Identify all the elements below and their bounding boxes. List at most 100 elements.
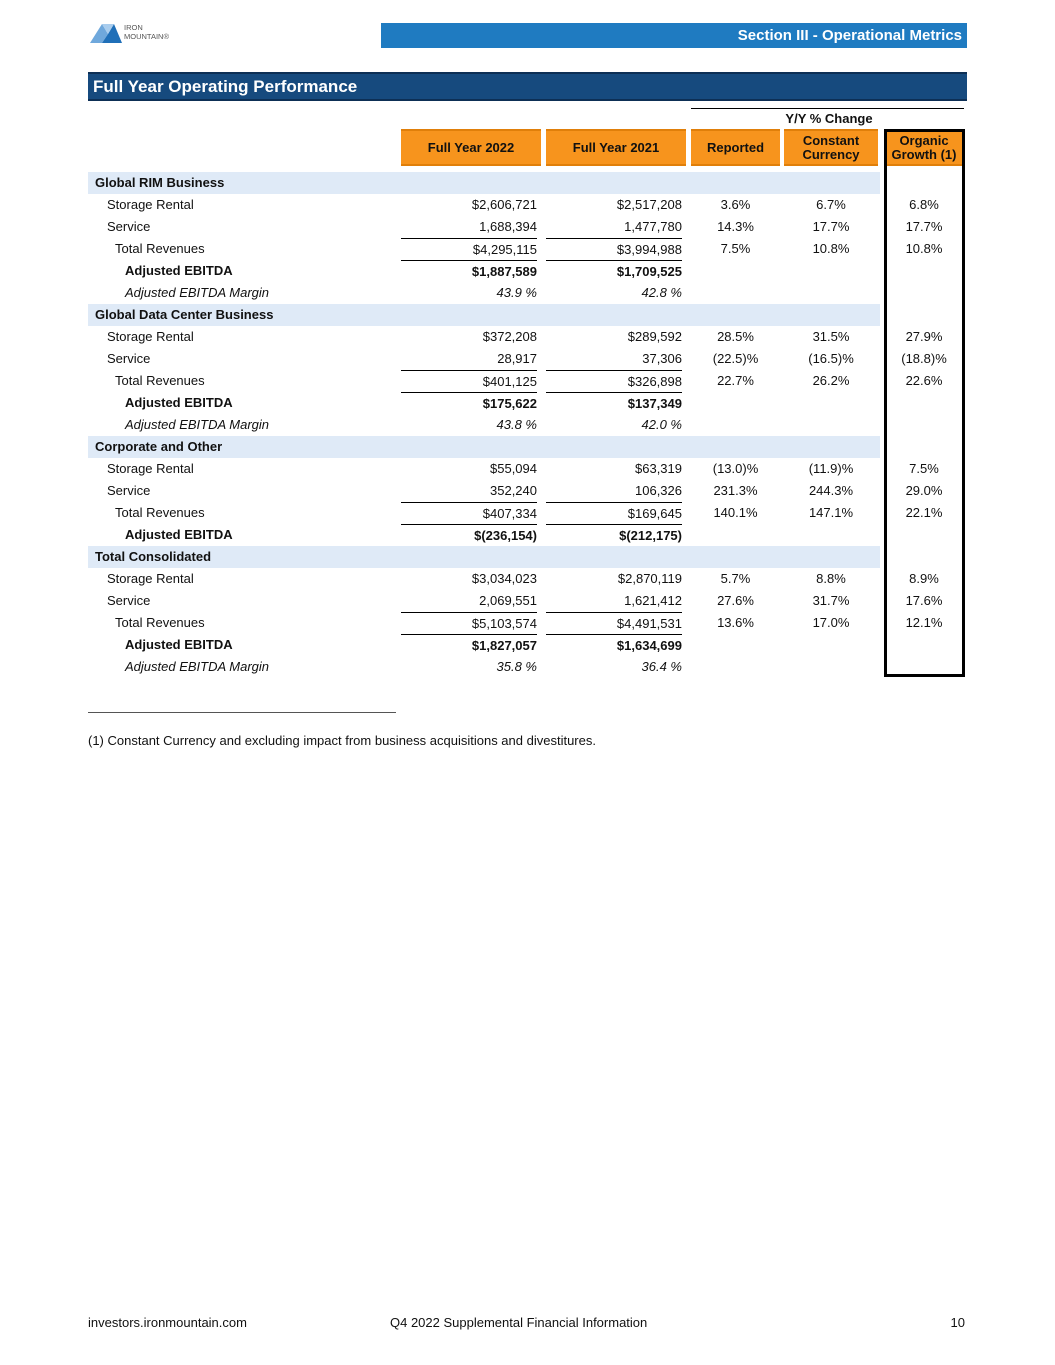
row-label: Storage Rental — [107, 197, 194, 212]
value-cell: 352,240 — [490, 483, 537, 498]
logo-bottom: MOUNTAIN® — [124, 32, 169, 41]
row-label: Adjusted EBITDA — [125, 395, 233, 410]
footnote-rule — [88, 712, 396, 713]
value-cell: $(236,154) — [401, 524, 537, 546]
value-cell: 37,306 — [642, 351, 682, 366]
value-cell: (18.8)% — [901, 351, 947, 366]
value-cell: 7.5% — [909, 461, 939, 476]
row-label: Adjusted EBITDA — [125, 637, 233, 652]
value-cell: 22.6% — [905, 373, 943, 388]
value-cell: $(212,175) — [546, 524, 682, 546]
section-label: Global Data Center Business — [95, 307, 274, 322]
value-cell: 8.8% — [816, 571, 846, 586]
row-label: Storage Rental — [107, 571, 194, 586]
row-label: Total Revenues — [115, 241, 205, 256]
group-header: Y/Y % Change — [785, 111, 873, 126]
value-cell: 6.7% — [816, 197, 846, 212]
organic-highlight — [884, 129, 965, 677]
value-cell: 8.9% — [909, 571, 939, 586]
section-label: Corporate and Other — [95, 439, 223, 454]
value-cell: 29.0% — [905, 483, 943, 498]
value-cell: $1,827,057 — [401, 634, 537, 656]
value-cell: 22.7% — [717, 373, 754, 388]
section-banner: Section III - Operational Metrics — [381, 23, 967, 48]
section-label: Global RIM Business — [95, 175, 225, 190]
value-cell: (11.9)% — [808, 461, 854, 476]
row-label: Storage Rental — [107, 461, 194, 476]
value-cell: $3,994,988 — [546, 238, 682, 260]
section-label: Total Consolidated — [95, 549, 212, 564]
column-header: Constant Currency — [784, 129, 878, 166]
value-cell: $2,517,208 — [616, 197, 682, 212]
row-label: Service — [107, 351, 151, 366]
value-cell: 13.6% — [717, 615, 754, 630]
value-cell: 231.3% — [713, 483, 758, 498]
value-cell: 6.8% — [909, 197, 939, 212]
row-label: Adjusted EBITDA Margin — [125, 285, 270, 300]
section-row — [88, 172, 880, 194]
value-cell: 10.8% — [812, 241, 850, 256]
value-cell: 36.4 % — [641, 659, 682, 674]
value-cell: $326,898 — [546, 370, 682, 392]
value-cell: $2,606,721 — [471, 197, 537, 212]
footnote: (1) Constant Currency and excluding impa… — [88, 733, 596, 748]
row-label: Storage Rental — [107, 329, 194, 344]
value-cell: $289,592 — [627, 329, 682, 344]
value-cell: 31.5% — [812, 329, 850, 344]
value-cell: 43.9 % — [496, 285, 537, 300]
column-header: Full Year 2022 — [401, 129, 541, 166]
column-header: Reported — [691, 129, 780, 166]
group-rule — [691, 108, 964, 109]
value-cell: 17.6% — [905, 593, 943, 608]
row-label: Total Revenues — [115, 373, 205, 388]
footer-center: Q4 2022 Supplemental Financial Informati… — [390, 1315, 648, 1330]
footer-left: investors.ironmountain.com — [88, 1315, 247, 1330]
value-cell: 27.9% — [905, 329, 943, 344]
section-row — [88, 304, 880, 326]
row-label: Adjusted EBITDA Margin — [125, 417, 270, 432]
value-cell: $1,634,699 — [546, 634, 682, 656]
value-cell: 17.7% — [812, 219, 850, 234]
value-cell: $3,034,023 — [471, 571, 537, 586]
value-cell: 10.8% — [905, 241, 943, 256]
value-cell: (16.5)% — [808, 351, 854, 366]
value-cell: $372,208 — [482, 329, 537, 344]
value-cell: 31.7% — [812, 593, 850, 608]
value-cell: 27.6% — [717, 593, 754, 608]
value-cell: $407,334 — [401, 502, 537, 524]
value-cell: 17.0% — [812, 615, 850, 630]
value-cell: $1,709,525 — [546, 260, 682, 282]
row-label: Total Revenues — [115, 615, 205, 630]
row-label: Adjusted EBITDA Margin — [125, 659, 270, 674]
row-label: Service — [107, 483, 151, 498]
logo-mark — [90, 24, 122, 43]
value-cell: 7.5% — [720, 241, 751, 256]
value-cell: 43.8 % — [496, 417, 537, 432]
value-cell: 1,621,412 — [624, 593, 682, 608]
value-cell: 1,477,780 — [624, 219, 682, 234]
logo-top: IRON — [124, 23, 143, 32]
footer-page: 10 — [950, 1315, 965, 1330]
value-cell: 140.1% — [713, 505, 758, 520]
value-cell: $5,103,574 — [401, 612, 537, 634]
value-cell: $63,319 — [635, 461, 682, 476]
value-cell: 5.7% — [720, 571, 751, 586]
row-label: Service — [107, 593, 151, 608]
row-label: Adjusted EBITDA — [125, 263, 233, 278]
value-cell: (22.5)% — [712, 351, 759, 366]
column-header: Full Year 2021 — [546, 129, 686, 166]
logo-text: IRON MOUNTAIN® — [124, 23, 169, 41]
value-cell: $169,645 — [546, 502, 682, 524]
value-cell: 14.3% — [717, 219, 754, 234]
value-cell: 17.7% — [905, 219, 943, 234]
value-cell: 42.0 % — [641, 417, 682, 432]
value-cell: 26.2% — [812, 373, 850, 388]
value-cell: $137,349 — [546, 392, 682, 414]
value-cell: 1,688,394 — [479, 219, 537, 234]
value-cell: (13.0)% — [712, 461, 759, 476]
value-cell: 147.1% — [808, 505, 854, 520]
value-cell: $2,870,119 — [617, 571, 682, 586]
section-row — [88, 546, 880, 568]
value-cell: 42.8 % — [641, 285, 682, 300]
